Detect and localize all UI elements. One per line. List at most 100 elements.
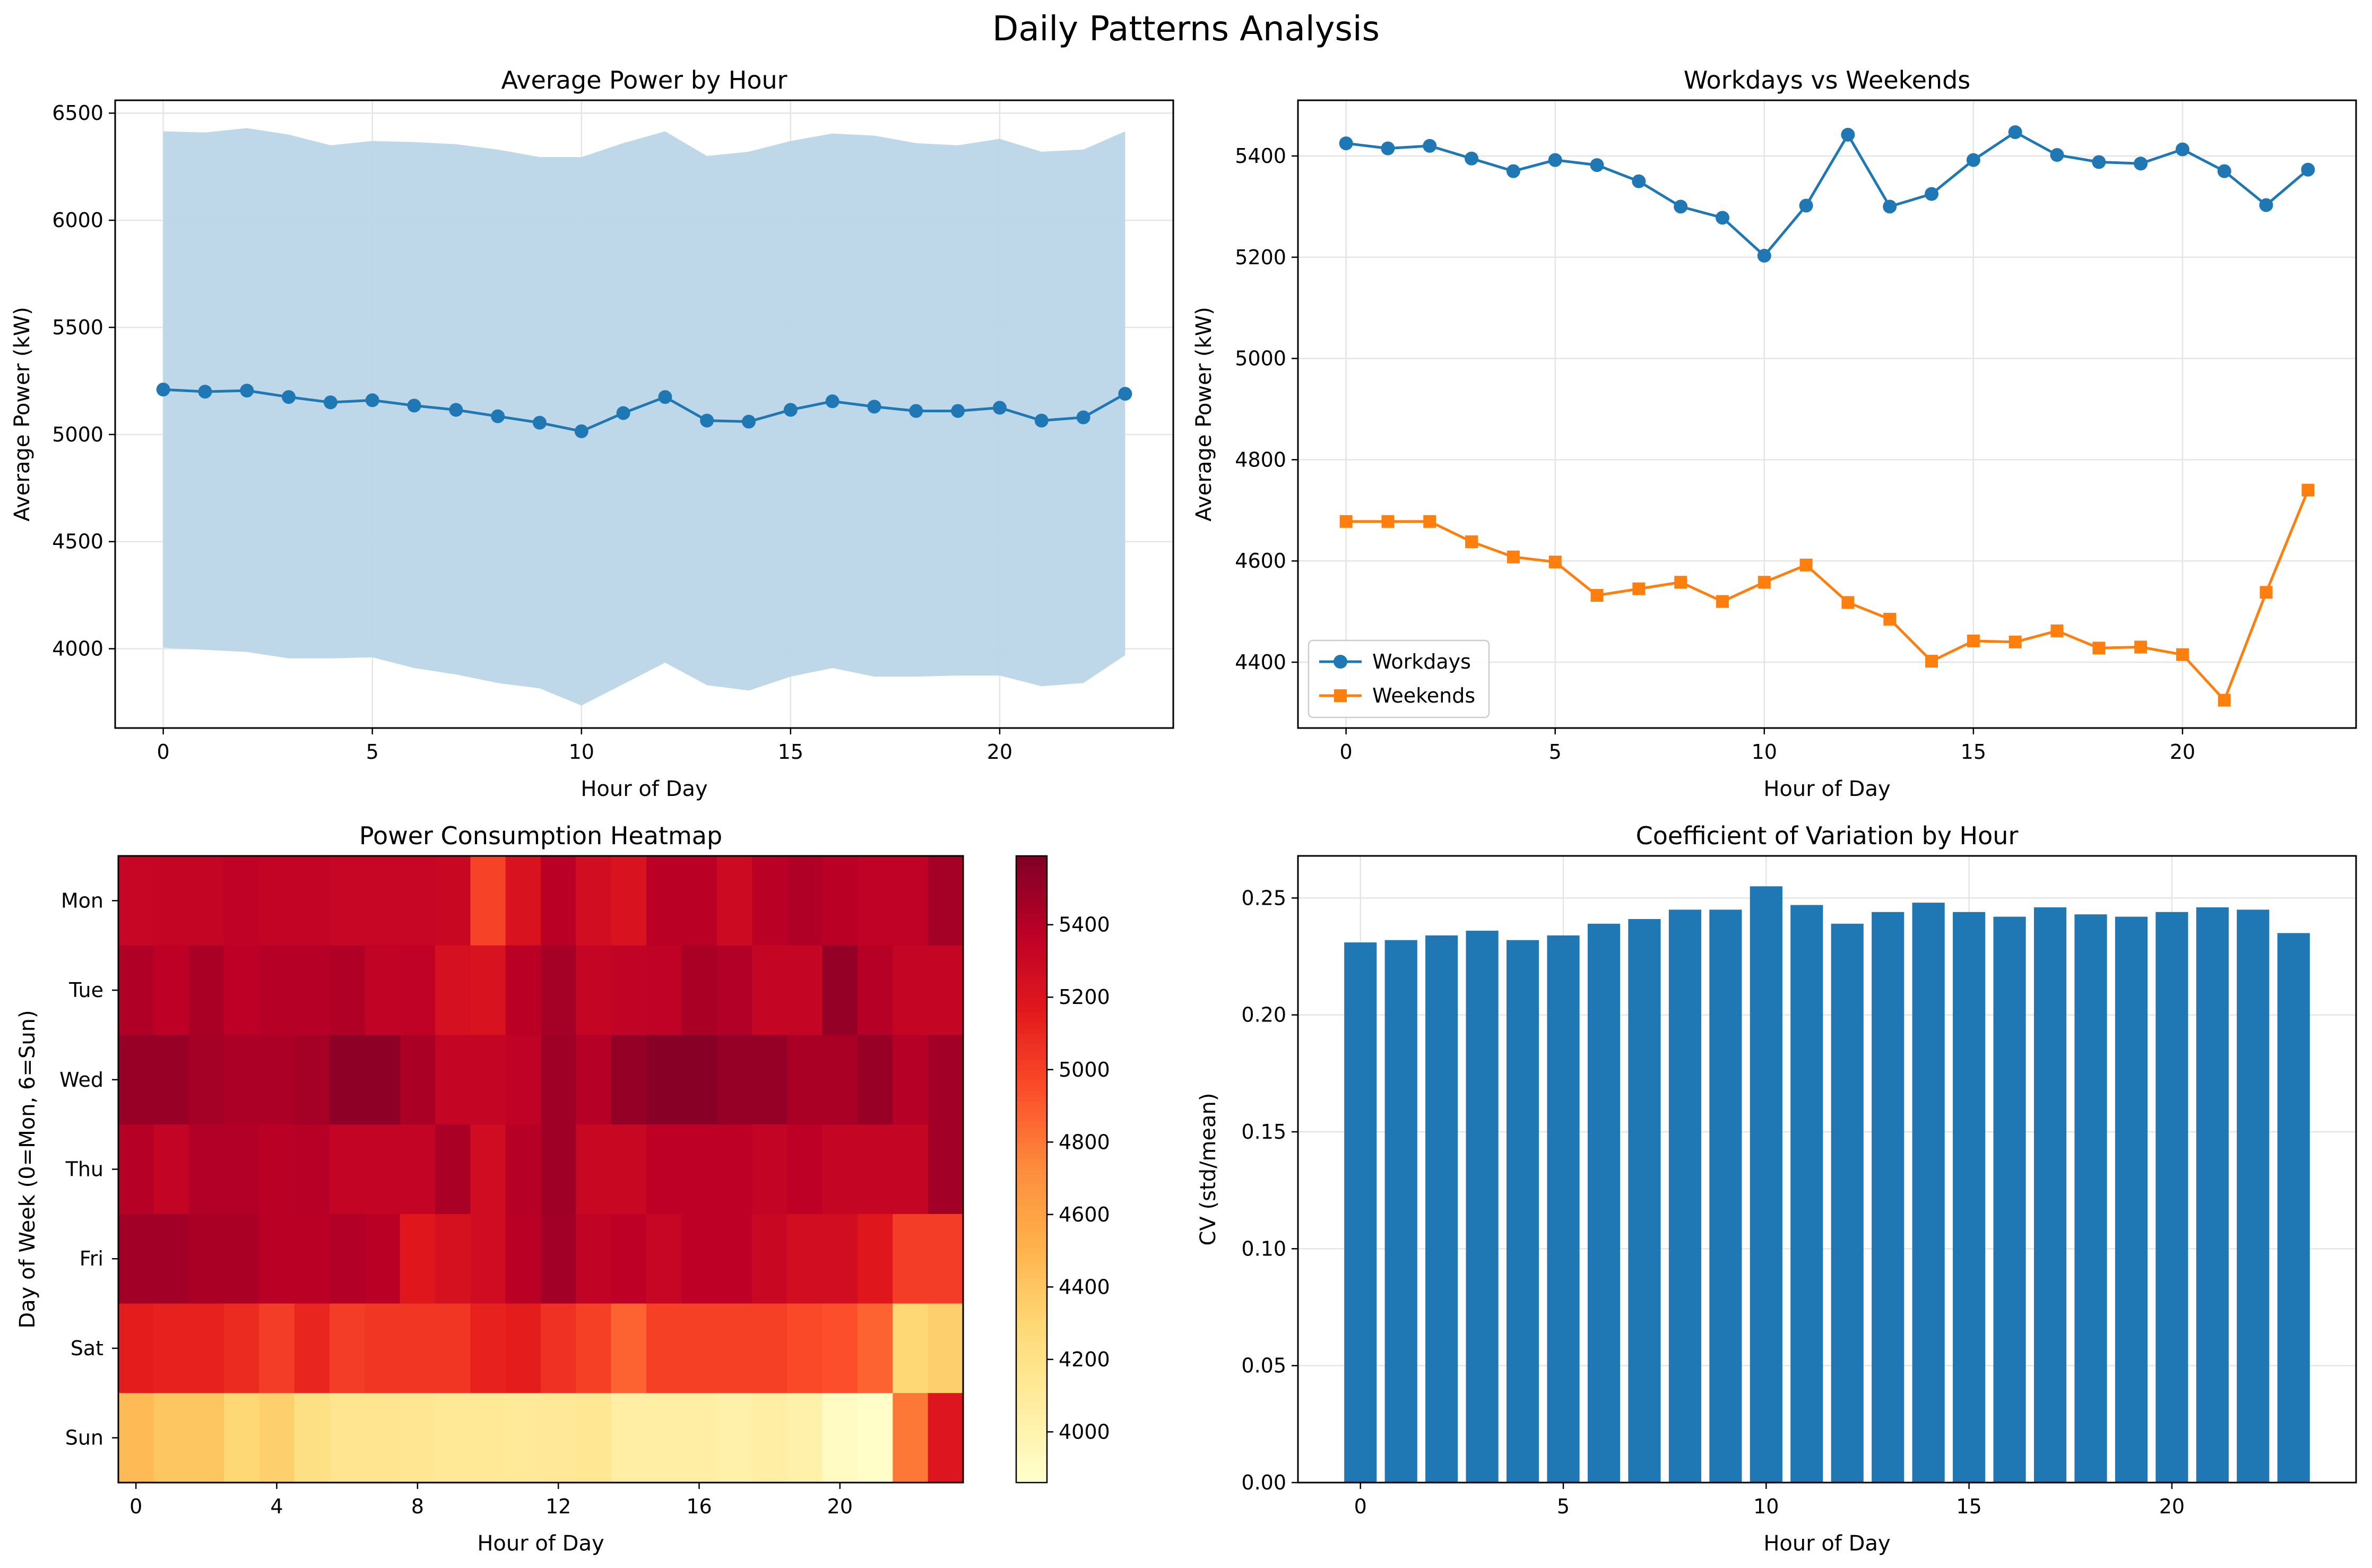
heatmap-cell — [259, 1124, 295, 1215]
heatmap-cell — [716, 1124, 752, 1215]
heatmap-cell — [153, 856, 189, 946]
data-point — [1465, 535, 1478, 548]
colorbar-segment — [1016, 1185, 1047, 1191]
heatmap-cell — [435, 1393, 471, 1483]
heatmap-cell — [928, 1035, 964, 1125]
colorbar-tick-label: 4000 — [1059, 1420, 1110, 1443]
data-point — [1548, 556, 1562, 569]
heatmap-cell — [153, 1303, 189, 1393]
colorbar-segment — [1016, 1451, 1047, 1457]
data-point — [2134, 157, 2148, 171]
heatmap-cell — [400, 1303, 436, 1393]
data-point — [1465, 151, 1479, 166]
colorbar-segment — [1016, 1357, 1047, 1363]
colorbar-segment — [1016, 1393, 1047, 1400]
heatmap-cell — [787, 856, 823, 946]
colorbar-segment — [1016, 1059, 1047, 1065]
heatmap-cell — [153, 1124, 189, 1215]
chart-workdays-vs-weekends: 0 5 10 15 20 4400 4600 4800 5000 5200 5400 Workdays… — [1192, 66, 2357, 801]
heatmap-cell — [470, 945, 506, 1036]
data-point — [2176, 648, 2189, 661]
x-tick-label: 16 — [686, 1495, 712, 1518]
chart-average-power-by-hour: 0 5 10 15 20 4000 4500 5000 5500 6000 6500 Average … — [10, 66, 1174, 801]
heatmap-cell — [611, 945, 647, 1036]
data-point — [2260, 586, 2273, 599]
colorbar-segment — [1016, 877, 1047, 883]
data-point — [1757, 248, 1771, 263]
series-workdays — [1339, 125, 2315, 263]
bar — [1872, 912, 1904, 1483]
heatmap-cell — [787, 1393, 823, 1483]
colorbar-tick-label: 5000 — [1059, 1058, 1110, 1081]
data-point — [658, 390, 672, 404]
heatmap-cell — [470, 856, 506, 946]
colorbar-segment — [1016, 1415, 1047, 1420]
heatmap-cell — [224, 945, 259, 1036]
heatmap-cell — [681, 1393, 717, 1483]
heatmap-cell — [646, 945, 682, 1036]
data-point — [1590, 158, 1604, 172]
figure-title: Daily Patterns Analysis — [992, 10, 1380, 49]
colorbar-segment — [1016, 1248, 1047, 1253]
series-line — [1346, 489, 2309, 703]
colorbar-segment — [1016, 1153, 1047, 1159]
data-point — [951, 404, 965, 418]
data-point — [1674, 200, 1688, 214]
heatmap-cell — [541, 1214, 576, 1304]
y-tick-label: 4500 — [52, 530, 103, 553]
heatmap-cell — [505, 856, 541, 946]
heatmap-cell — [400, 1035, 436, 1125]
heatmap-cell — [153, 1035, 189, 1125]
data-point — [1674, 576, 1687, 589]
heatmap-cell — [858, 1393, 893, 1483]
heatmap-cell — [505, 1124, 541, 1215]
x-tick-label: 5 — [1549, 740, 1562, 764]
colorbar-segment — [1016, 897, 1047, 904]
x-tick-label: 0 — [1354, 1495, 1367, 1518]
colorbar-segment — [1016, 1080, 1047, 1086]
bar — [1344, 942, 1377, 1483]
heatmap-cell — [365, 1214, 401, 1304]
colorbar-segment — [1016, 1294, 1047, 1301]
heatmap-cell — [928, 945, 964, 1036]
bar — [2277, 933, 2310, 1483]
colorbar-segment — [1016, 1180, 1047, 1185]
heatmap-cell — [470, 1393, 506, 1483]
colorbar-tick-label: 5400 — [1059, 913, 1110, 937]
colorbar-segment — [1016, 1441, 1047, 1446]
series-weekends — [1339, 483, 2315, 707]
heatmap-cell — [541, 1393, 576, 1483]
colorbar-segment — [1016, 1456, 1047, 1462]
data-point — [867, 400, 881, 414]
y-tick-label: 5400 — [1235, 144, 1286, 168]
colorbar-segment — [1016, 981, 1047, 987]
colorbar-segment — [1016, 1461, 1047, 1468]
heatmap-cell — [259, 1214, 295, 1304]
heatmap-cell — [716, 1393, 752, 1483]
legend-marker — [1334, 655, 1347, 669]
heatmap-cell — [118, 1035, 154, 1125]
heatmap-cell — [541, 945, 576, 1036]
heatmap-cell — [330, 945, 365, 1036]
heatmap-cell — [858, 945, 893, 1036]
y-tick-label: 0.10 — [1241, 1237, 1286, 1260]
heatmap-cell — [822, 945, 858, 1036]
legend: Workdays Weekends — [1308, 639, 1490, 718]
colorbar-segment — [1016, 908, 1047, 914]
colorbar-segment — [1016, 1158, 1047, 1165]
colorbar-segment — [1016, 1101, 1047, 1107]
data-point — [156, 383, 170, 397]
colorbar-segment — [1016, 1300, 1047, 1306]
y-tick-label: 0.15 — [1241, 1120, 1286, 1143]
heatmap-cell — [505, 1214, 541, 1304]
heatmap-cell — [822, 1303, 858, 1393]
heatmap-cell — [787, 945, 823, 1036]
heatmap-cell — [752, 945, 787, 1036]
heatmap-cell — [470, 1035, 506, 1125]
chart-power-consumption-heatmap: 0 4 8 12 16 20 Mon Tue Wed Thu Fri Sat Sun Power Cons… — [15, 821, 1110, 1556]
colorbar-segment — [1016, 1221, 1047, 1227]
data-point — [1423, 138, 1437, 153]
data-point — [1799, 558, 1813, 571]
y-tick-label: 6500 — [52, 101, 103, 125]
